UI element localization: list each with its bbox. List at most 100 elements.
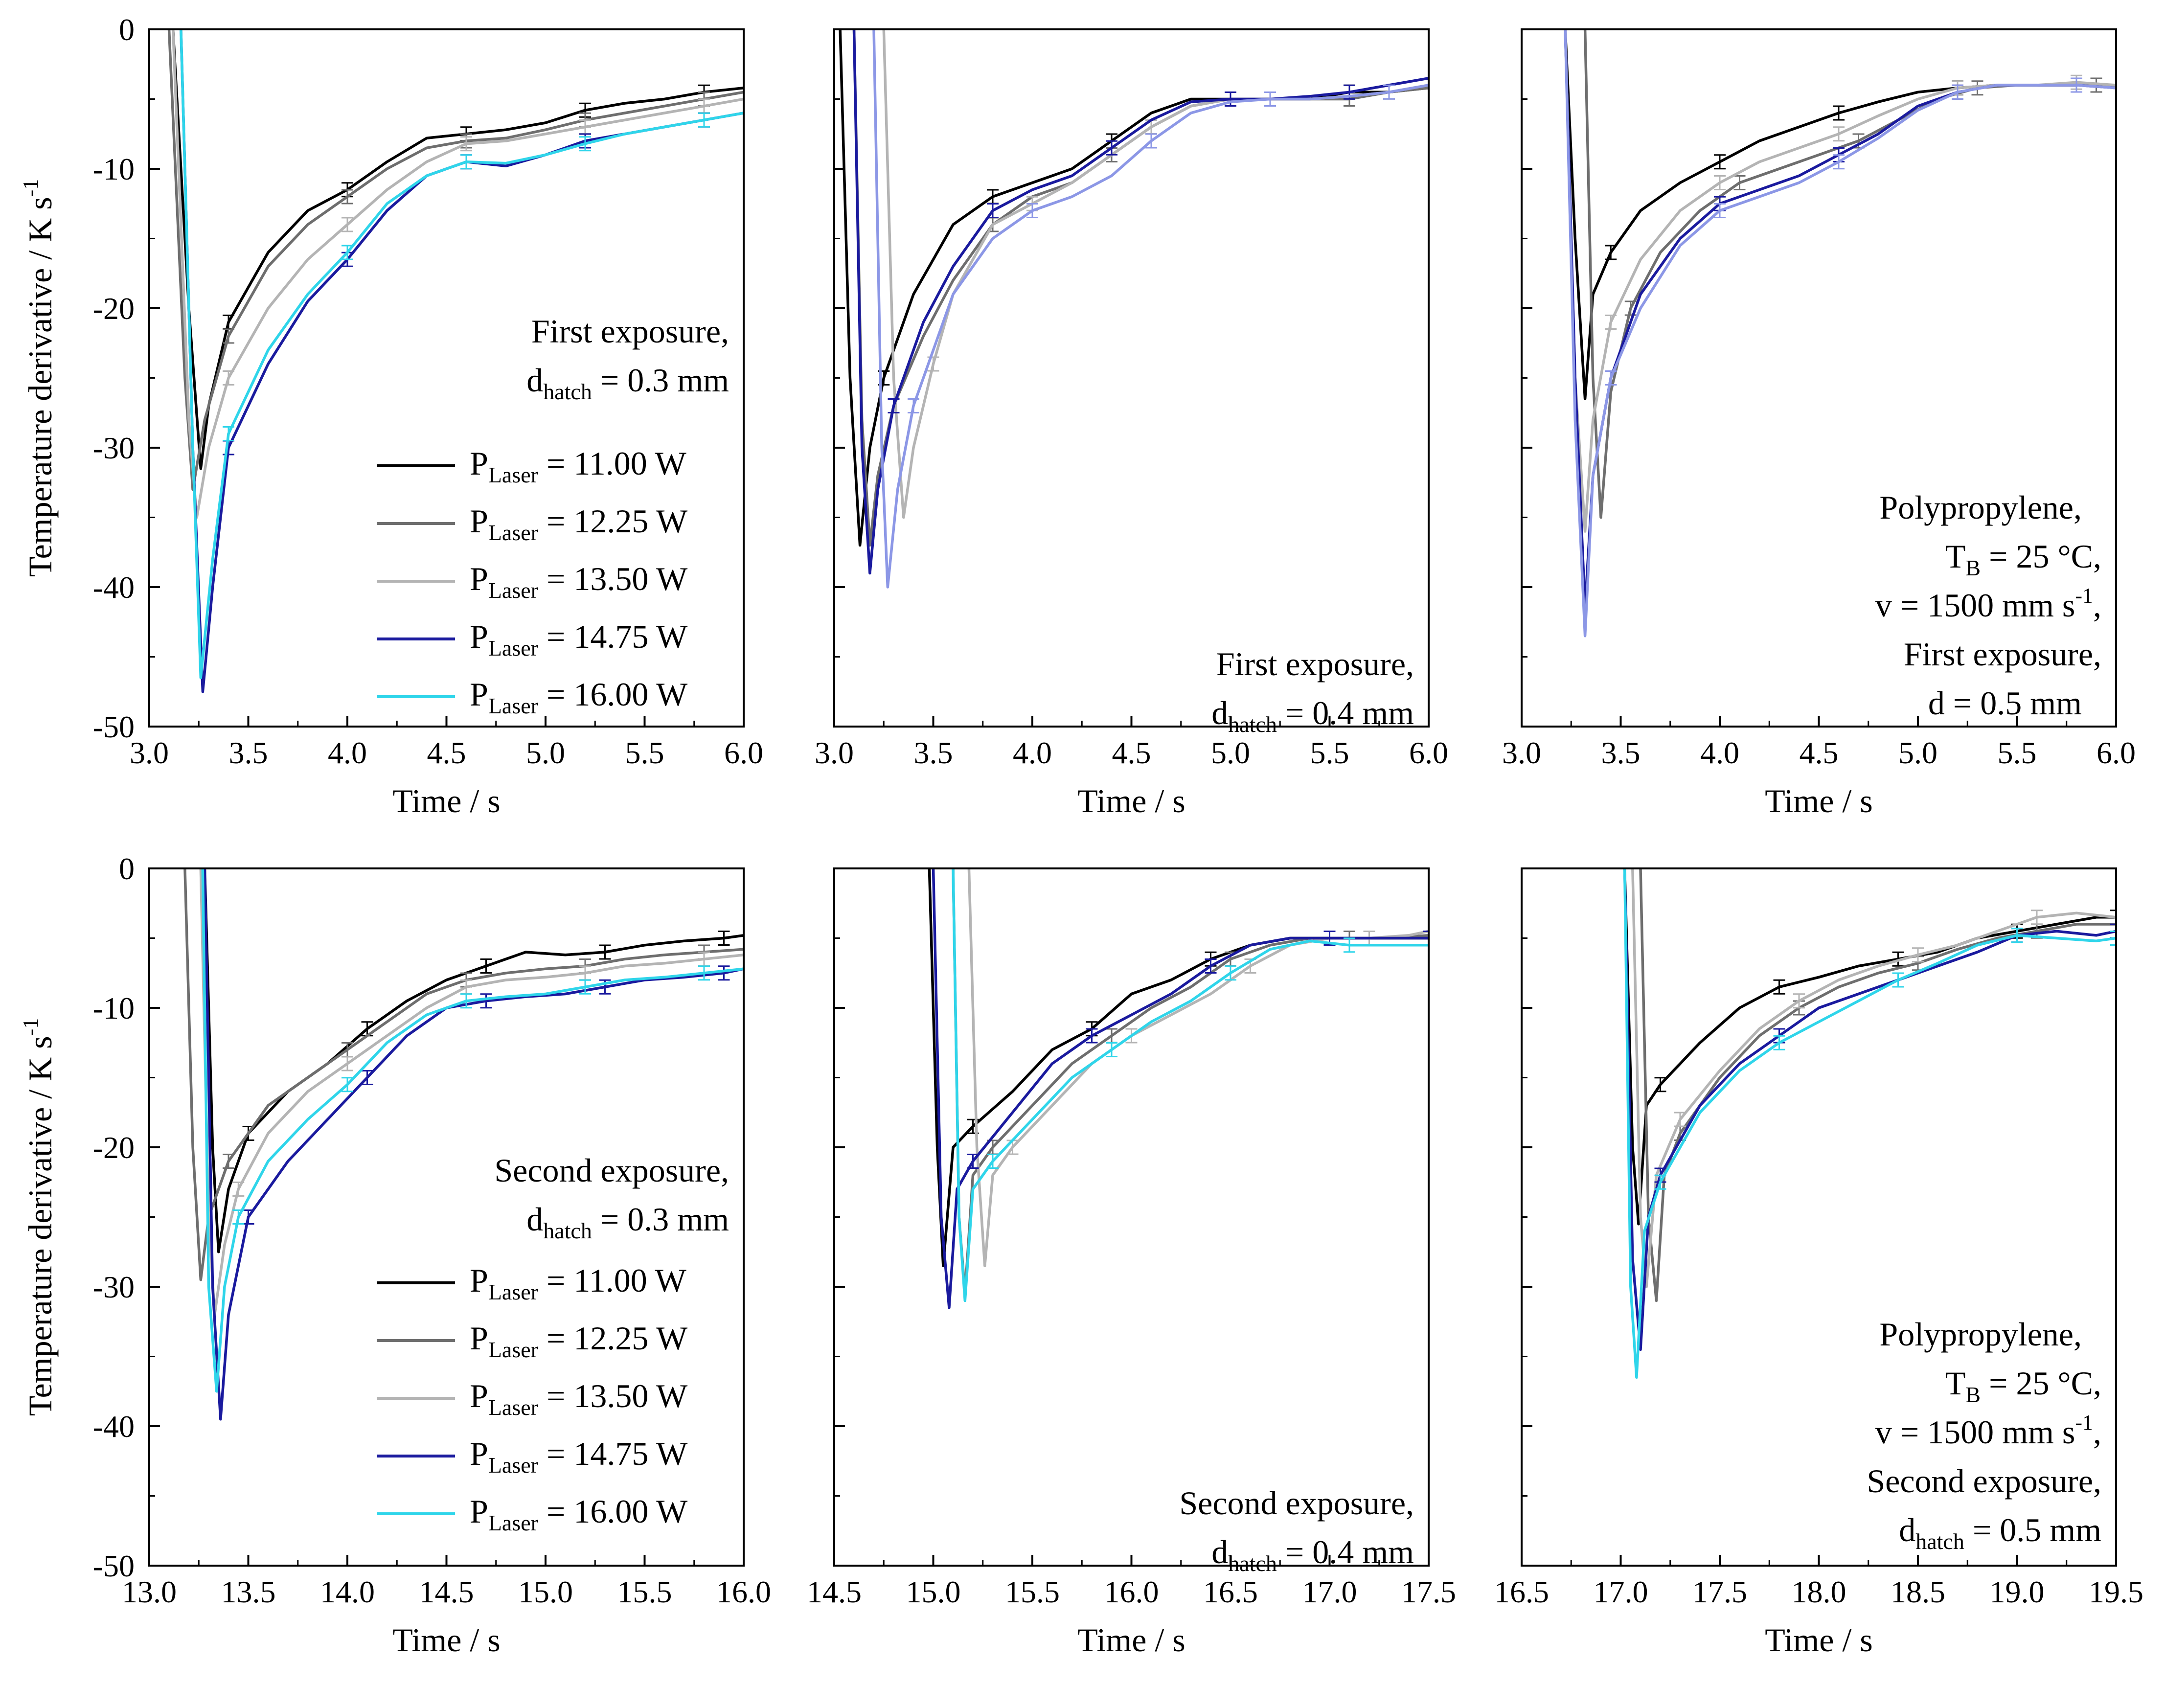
x-tick-label: 18.0 [1792,1574,1846,1609]
series-line [167,29,744,491]
legend-entry: PLaser = 16.00 W [470,676,688,718]
annotation-line: First exposure, [531,313,729,350]
x-tick-label: 14.0 [320,1574,375,1609]
annotation-line: Second exposure, [494,1152,729,1189]
legend-value: = 11.00 W [538,445,687,482]
legend-entry: PLaser = 14.75 W [470,618,688,660]
x-tick-label: 18.5 [1891,1574,1945,1609]
x-tick-label: 6.0 [1409,735,1448,770]
annotation-value: = 0.3 mm [592,1201,729,1238]
panel-first-exposure-0.5mm: 3.0 3.5 4.0 4.5 5.0 5.5 6.0 Time / s Polypropyle… [1502,28,2136,820]
x-tick-label: 19.0 [1990,1574,2045,1609]
x-tick-label: 15.0 [906,1574,961,1609]
annotation-value: = 0.4 mm [1277,1533,1414,1571]
x-tick-label: 6.0 [2097,735,2136,770]
annotation-line: TB = 25 °C, [1945,1365,2101,1407]
x-tick-label: 17.0 [1594,1574,1648,1609]
series-line [852,29,1429,547]
series-line [967,868,1429,1268]
legend-entry: PLaser = 12.25 W [470,1320,688,1362]
legend-value: = 14.75 W [538,1435,688,1472]
y-axis-label: Temperature derivative / K s-1 [19,1018,59,1416]
x-tick-label: 13.5 [221,1574,276,1609]
y-tick-label: -40 [93,570,135,605]
y-axis-label: Temperature derivative / K s-1 [19,179,59,577]
annotation-value: = 0.4 mm [1277,694,1414,731]
annotation-line: Second exposure, [1867,1462,2101,1500]
series-line [952,868,1429,1296]
x-tick-label: 17.5 [1401,1574,1456,1609]
subscript: hatch [1228,712,1277,737]
annotation-line: First exposure, [1904,636,2101,673]
x-axis-label: Time / s [1765,782,1872,820]
annotation-line: TB = 25 °C, [1945,538,2101,580]
y-tick-label: 0 [119,851,135,886]
annotation-line: v = 1500 mm s-1, [1875,1411,2101,1451]
annotation-line: dhatch = 0.4 mm [1211,694,1414,737]
x-tick-label: 5.5 [1998,735,2037,770]
legend-entry: PLaser = 11.00 W [470,445,687,487]
superscript: -1 [2075,584,2093,608]
annotation-value: = 0.5 mm [1964,1511,2101,1549]
x-tick-label: 4.0 [328,735,367,770]
superscript: -1 [2075,1411,2093,1435]
x-tick-label: 15.5 [617,1574,672,1609]
y-tick-label: -30 [93,1270,135,1304]
series-line [203,868,744,1253]
annotation-value: = 25 °C, [1981,1365,2101,1402]
x-tick-label: 3.0 [1502,735,1541,770]
annotation-line: Second exposure, [1179,1484,1414,1522]
x-tick-label: 4.5 [427,735,466,770]
legend-entry: PLaser = 13.50 W [470,1377,688,1420]
x-tick-label: 5.0 [526,735,565,770]
legend-value: = 13.50 W [538,1377,688,1414]
y-tick-label: -10 [93,152,135,186]
series-line [171,29,744,519]
panel-second-exposure-0.3mm: 13.0 13.5 14.0 14.5 15.0 15.5 16.0 0 -10 -20 -30 -4… [19,851,771,1659]
x-tick-label: 5.5 [625,735,664,770]
legend-subscript: Laser [488,1510,538,1535]
series-line [952,868,1429,1302]
y-axis-unit-superscript: -1 [19,1018,43,1036]
series-line [839,29,1429,547]
annotation-value: = 0.3 mm [592,362,729,399]
plot-frame [1521,867,2117,1567]
x-tick-label: 14.5 [807,1574,862,1609]
y-tick-label: -50 [93,709,135,744]
y-tick-label: -50 [93,1549,135,1583]
annotation-line: v = 1500 mm s-1, [1875,584,2101,624]
x-tick-label: 5.5 [1310,735,1349,770]
series-group [1564,29,2116,638]
y-tick-label: -40 [93,1409,135,1444]
subscript: hatch [543,379,592,404]
x-tick-label: 19.5 [2089,1574,2143,1609]
x-tick-label: 4.0 [1013,735,1052,770]
legend-value: = 11.00 W [538,1262,687,1299]
series-line [852,29,1429,575]
legend-subscript: Laser [488,693,538,718]
x-tick-label: 6.0 [724,735,763,770]
y-tick-label: -20 [93,1130,135,1165]
series-line [932,868,1429,1309]
series-group [183,868,744,1421]
series-line [1623,868,2116,1226]
series-line [180,29,744,680]
x-axis-label: Time / s [1765,1621,1872,1659]
legend-subscript: Laser [488,636,538,660]
y-tick-label: -30 [93,431,135,465]
x-tick-label: 3.0 [130,735,169,770]
x-tick-label: 3.0 [815,735,854,770]
legend-subscript: Laser [488,578,538,603]
series-line [1564,29,2116,533]
legend-value: = 16.00 W [538,1493,688,1530]
annotation-value: = 25 °C, [1981,538,2101,575]
x-tick-label: 17.5 [1692,1574,1747,1609]
legend-value: = 14.75 W [538,618,688,655]
legend-subscript: Laser [488,520,538,545]
legend-value: = 13.50 W [538,560,688,597]
series-line [1583,29,2116,519]
series-line [171,29,744,470]
legend-subscript: Laser [488,1453,538,1478]
annotation-line: Polypropylene, [1879,1316,2082,1353]
panel-first-exposure-0.3mm: 3.0 3.5 4.0 4.5 5.0 5.5 6.0 0 -10 -20 -30 -40 -50 Tim… [19,12,763,820]
